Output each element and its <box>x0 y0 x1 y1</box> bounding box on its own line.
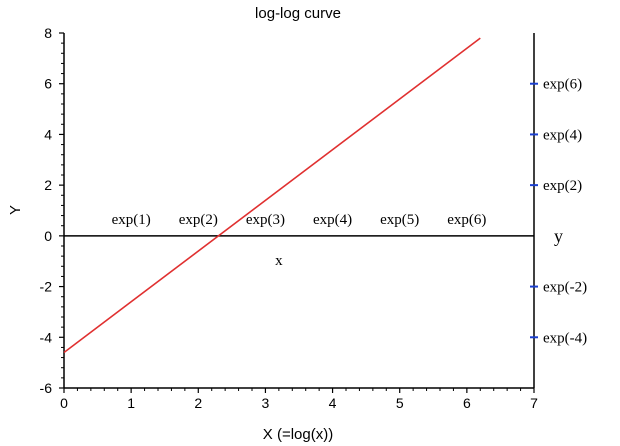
secondary-x-tick-label: exp(4) <box>313 212 352 228</box>
y-tick-label: 0 <box>44 228 52 244</box>
chart-title: log-log curve <box>255 5 341 22</box>
y-tick-label: 6 <box>44 76 52 92</box>
y-tick-label: 2 <box>44 177 52 193</box>
y-tick-label: 4 <box>44 126 52 142</box>
data-marks <box>63 37 481 354</box>
secondary-y-tick-label: exp(-4) <box>543 330 587 346</box>
secondary-x-axis-title: x <box>275 253 283 269</box>
x-tick-label: 7 <box>530 395 538 411</box>
y-tick-label: -2 <box>40 279 53 295</box>
secondary-x-tick-label: exp(2) <box>179 212 218 228</box>
y-tick-label: -6 <box>40 380 53 396</box>
secondary-y-tick-label: exp(4) <box>543 127 582 143</box>
secondary-x-tick-label: exp(3) <box>246 212 285 228</box>
secondary-x-tick-label: exp(5) <box>380 212 419 228</box>
secondary-x-tick-label: exp(1) <box>112 212 151 228</box>
series-line <box>63 37 481 354</box>
x-axis-title: X (=log(x)) <box>263 426 333 443</box>
x-tick-label: 4 <box>329 395 337 411</box>
secondary-x-tick-label: exp(6) <box>447 212 486 228</box>
x-tick-label: 5 <box>396 395 404 411</box>
secondary-y-axis-title: y <box>554 226 563 246</box>
x-tick-label: 2 <box>194 395 202 411</box>
x-tick-label: 0 <box>60 395 68 411</box>
secondary-y-tick-label: exp(2) <box>543 178 582 194</box>
x-tick-label: 3 <box>262 395 270 411</box>
y-tick-label: -4 <box>40 329 53 345</box>
x-tick-label: 1 <box>127 395 135 411</box>
y-tick-label: 8 <box>44 25 52 41</box>
y-axis-title: Y <box>7 205 24 215</box>
secondary-y-tick-label: exp(-2) <box>543 280 587 296</box>
axes: -6 -4 -2 0 2 4 6 8 0 1 2 3 4 5 6 7 exp(1) exp(2) exp(3) exp… <box>40 25 588 411</box>
secondary-y-tick-label: exp(6) <box>543 77 582 93</box>
x-tick-label: 6 <box>463 395 471 411</box>
